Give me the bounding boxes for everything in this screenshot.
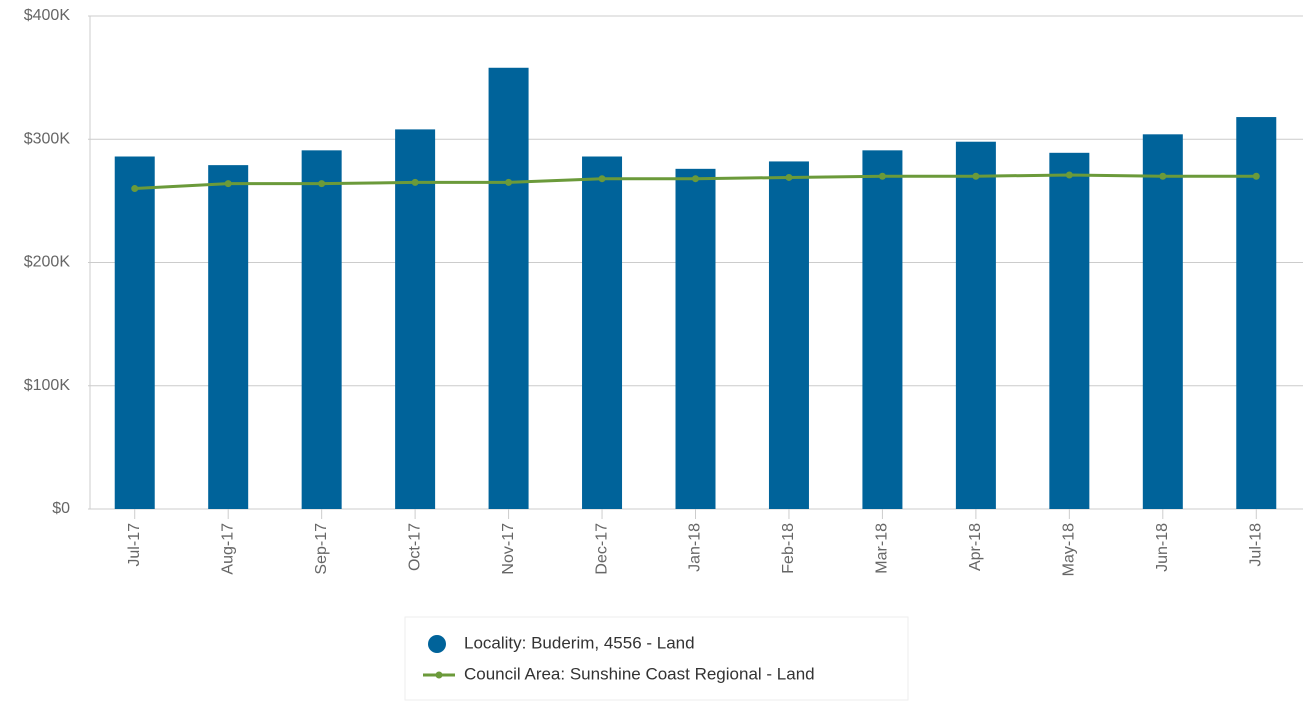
line-point: [1065, 171, 1073, 179]
legend-label: Council Area: Sunshine Coast Regional - …: [464, 664, 815, 683]
bar: [862, 150, 903, 509]
legend-swatch: [428, 635, 446, 653]
bar: [955, 141, 996, 509]
x-tick-label: Jul-17: [126, 523, 143, 567]
y-tick-label: $100K: [24, 377, 71, 394]
line-point: [505, 178, 513, 186]
bar: [1049, 152, 1090, 509]
bar: [1236, 117, 1277, 509]
bar: [488, 67, 529, 509]
x-tick-label: Mar-18: [874, 523, 891, 574]
x-tick-label: Feb-18: [780, 523, 797, 574]
x-tick-label: Oct-17: [406, 523, 423, 571]
bar: [114, 156, 155, 509]
line-point: [692, 175, 699, 183]
line-point: [131, 185, 139, 193]
x-tick-label: Dec-17: [593, 523, 610, 575]
legend-box: [404, 616, 909, 701]
y-tick-label: $400K: [24, 7, 71, 24]
x-tick-label: Nov-17: [500, 523, 517, 575]
bar: [675, 168, 716, 509]
x-tick-label: May-18: [1061, 523, 1078, 576]
line-point: [598, 175, 606, 183]
line-point: [1252, 172, 1260, 180]
line-point: [318, 180, 326, 188]
line-point: [972, 172, 980, 180]
y-tick-label: $200K: [24, 254, 71, 271]
line-point: [1159, 172, 1167, 180]
x-tick-label: Jan-18: [687, 523, 704, 572]
line-point: [878, 172, 886, 180]
bar: [208, 165, 249, 509]
bar: [768, 161, 809, 509]
x-tick-label: Apr-18: [967, 523, 984, 571]
bar: [1142, 134, 1183, 509]
bar: [582, 156, 623, 509]
x-tick-label: Jul-18: [1247, 523, 1264, 567]
bar: [301, 150, 342, 509]
x-tick-label: Jun-18: [1154, 523, 1171, 572]
legend-label: Locality: Buderim, 4556 - Land: [464, 633, 695, 652]
line-point: [411, 178, 419, 186]
legend-point: [435, 671, 443, 679]
y-tick-label: $300K: [24, 130, 71, 147]
x-tick-label: Sep-17: [313, 523, 330, 575]
x-tick-label: Aug-17: [219, 523, 236, 575]
line-point: [785, 173, 793, 181]
line-point: [224, 180, 232, 188]
bar: [395, 129, 436, 509]
y-tick-label: $0: [52, 500, 70, 517]
